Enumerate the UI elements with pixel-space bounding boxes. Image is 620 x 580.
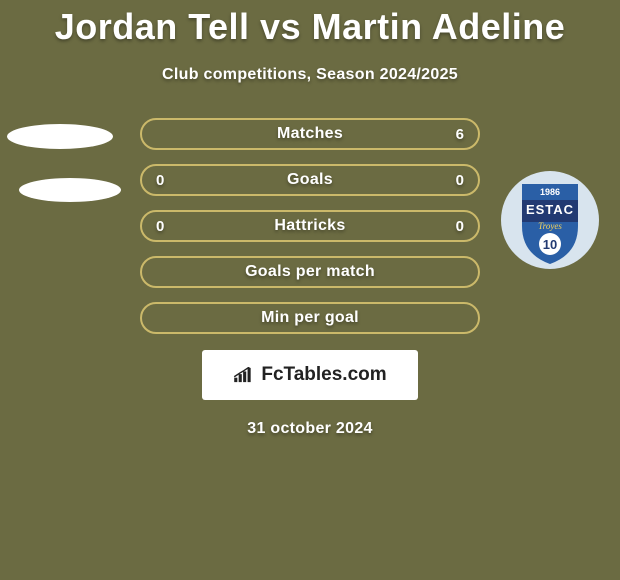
badge-name: ESTAC [526,202,574,217]
stat-left-value: 0 [156,218,174,235]
stat-label: Goals per match [142,263,478,281]
stat-row-hattricks: 0 Hattricks 0 [140,210,480,242]
stat-row-min-per-goal: Min per goal [140,302,480,334]
stat-label: Matches [142,125,478,143]
page-subtitle: Club competitions, Season 2024/2025 [0,66,620,84]
badge-city: Troyes [538,221,562,231]
branding-logo: FcTables.com [202,350,418,400]
stat-left-value: 0 [156,172,174,189]
badge-number: 10 [543,237,557,252]
bar-chart-icon [233,367,255,383]
stat-label: Goals [142,171,478,189]
player-left-avatar-placeholder-top [7,124,113,149]
stat-right-value: 6 [446,126,464,143]
stat-label: Min per goal [142,309,478,327]
stat-row-goals: 0 Goals 0 [140,164,480,196]
date-text: 31 october 2024 [0,420,620,438]
stat-label: Hattricks [142,217,478,235]
stats-rows: Matches 6 0 Goals 0 0 Hattricks 0 Goals … [140,118,480,334]
stat-right-value: 0 [446,172,464,189]
stat-row-matches: Matches 6 [140,118,480,150]
page-title: Jordan Tell vs Martin Adeline [0,6,620,48]
club-badge-troyes: 1986 ESTAC Troyes 10 [500,170,600,270]
badge-year: 1986 [540,187,560,197]
player-left-avatar-placeholder-bottom [19,178,121,202]
stat-row-goals-per-match: Goals per match [140,256,480,288]
stat-right-value: 0 [446,218,464,235]
branding-logo-text: FcTables.com [261,364,386,386]
